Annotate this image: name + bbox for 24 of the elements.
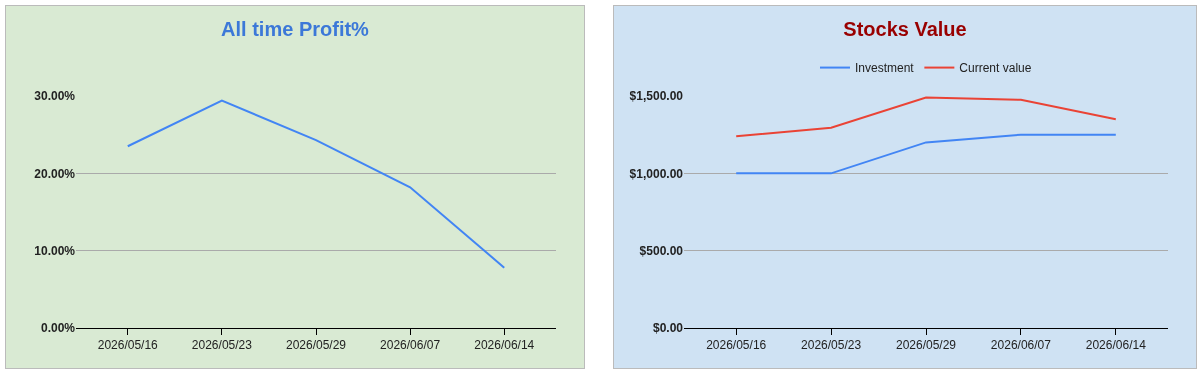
legend-label: Investment	[855, 61, 915, 76]
line-series	[735, 96, 1117, 138]
x-tick-label: 2026/05/29	[895, 338, 957, 353]
x-tick-label: 2026/05/23	[191, 338, 253, 353]
x-tick-label: 2026/05/16	[706, 338, 767, 353]
y-tick-label: $1,500.00	[629, 89, 684, 104]
chart-title: Stocks Value	[843, 18, 967, 41]
x-tick-label: 2026/05/16	[97, 338, 159, 353]
y-tick-label: 0.00%	[40, 321, 76, 336]
y-tick-label: $500.00	[639, 243, 684, 258]
chart-title: All time Profit%	[221, 18, 370, 41]
x-tick-label: 2026/06/14	[474, 338, 535, 353]
y-tick-label: 10.00%	[34, 243, 76, 258]
x-tick-label: 2026/06/07	[380, 338, 441, 353]
line-series	[126, 99, 506, 269]
y-tick-label: 20.00%	[34, 166, 76, 181]
x-tick-label: 2026/05/23	[801, 338, 862, 353]
x-tick-label: 2026/05/29	[285, 338, 347, 353]
y-tick-label: $1,000.00	[629, 166, 684, 181]
y-tick-label: 30.00%	[34, 89, 76, 104]
x-tick-label: 2026/06/14	[1085, 338, 1147, 353]
y-tick-label: $0.00	[652, 321, 684, 336]
legend-label: Current value	[959, 61, 1032, 76]
x-tick-label: 2026/06/07	[990, 338, 1052, 353]
